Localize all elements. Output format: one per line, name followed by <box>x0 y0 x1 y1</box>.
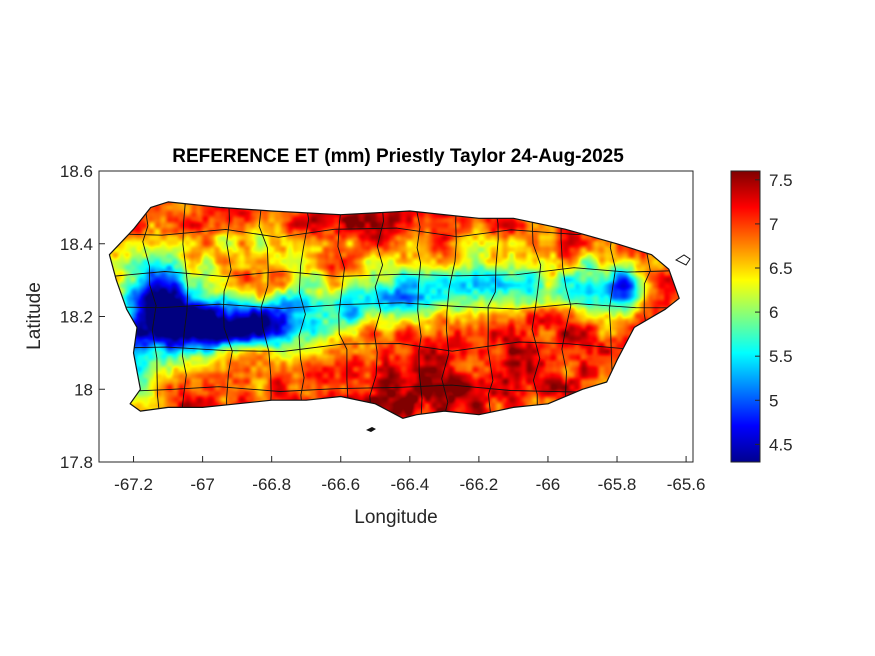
municipality-boundary <box>223 201 233 419</box>
et-field <box>109 201 680 419</box>
y-tick-label: 18.2 <box>60 308 93 327</box>
municipality-boundary <box>180 201 189 419</box>
colorbar-tick-label: 7 <box>769 215 778 234</box>
colorbar <box>730 170 761 463</box>
y-tick-label: 18 <box>74 380 93 399</box>
x-tick-label: -66.8 <box>252 475 291 494</box>
colorbar-tick-label: 5 <box>769 391 778 410</box>
municipality-boundary <box>109 267 680 278</box>
vieques-island-outline <box>674 254 691 266</box>
colorbar-tick-label: 6.5 <box>769 259 793 278</box>
colorbar-tick-label: 4.5 <box>769 435 793 454</box>
municipality-boundary <box>441 201 457 419</box>
municipality-boundary <box>560 201 572 419</box>
chart-title: REFERENCE ET (mm) Priestly Taylor 24-Aug… <box>172 146 624 167</box>
y-tick-label: 18.4 <box>60 235 93 254</box>
x-tick-label: -66.2 <box>460 475 499 494</box>
municipality-boundary <box>109 302 680 310</box>
municipality-boundary <box>337 201 349 419</box>
x-tick-label: -65.8 <box>598 475 637 494</box>
y-tick-label: 18.6 <box>60 162 93 181</box>
municipality-boundary <box>298 201 310 419</box>
x-tick-label: -66 <box>536 475 561 494</box>
colorbar-tick-label: 7.5 <box>769 171 793 190</box>
municipality-boundary <box>258 201 272 419</box>
y-axis-label: Latitude <box>24 282 45 350</box>
colorbar-tick-label: 5.5 <box>769 347 793 366</box>
colorbar-tick-label: 6 <box>769 303 778 322</box>
x-tick-label: -67 <box>190 475 215 494</box>
municipality-boundary <box>487 201 499 419</box>
municipality-boundary <box>109 341 680 352</box>
x-tick-label: -66.6 <box>321 475 360 494</box>
x-axis: -67.2 -67 -66.8 -66.6 -66.4 -66.2 -66 -65.8 -65.… <box>114 456 705 494</box>
x-tick-label: -65.6 <box>667 475 706 494</box>
municipality-boundary <box>531 201 542 419</box>
x-tick-label: -66.4 <box>390 475 429 494</box>
municipality-boundary <box>369 201 384 419</box>
x-axis-label: Longitude <box>354 507 437 528</box>
y-axis: 17.8 18 18.2 18.4 18.6 <box>60 162 105 472</box>
colorbar-ticks: 4.5 5 5.5 6 6.5 7 7.5 <box>755 171 793 454</box>
y-tick-label: 17.8 <box>60 453 93 472</box>
caja-de-muertos-outline <box>366 427 376 432</box>
municipality-boundary <box>142 201 161 419</box>
x-tick-label: -67.2 <box>114 475 153 494</box>
municipality-boundary <box>414 201 423 419</box>
